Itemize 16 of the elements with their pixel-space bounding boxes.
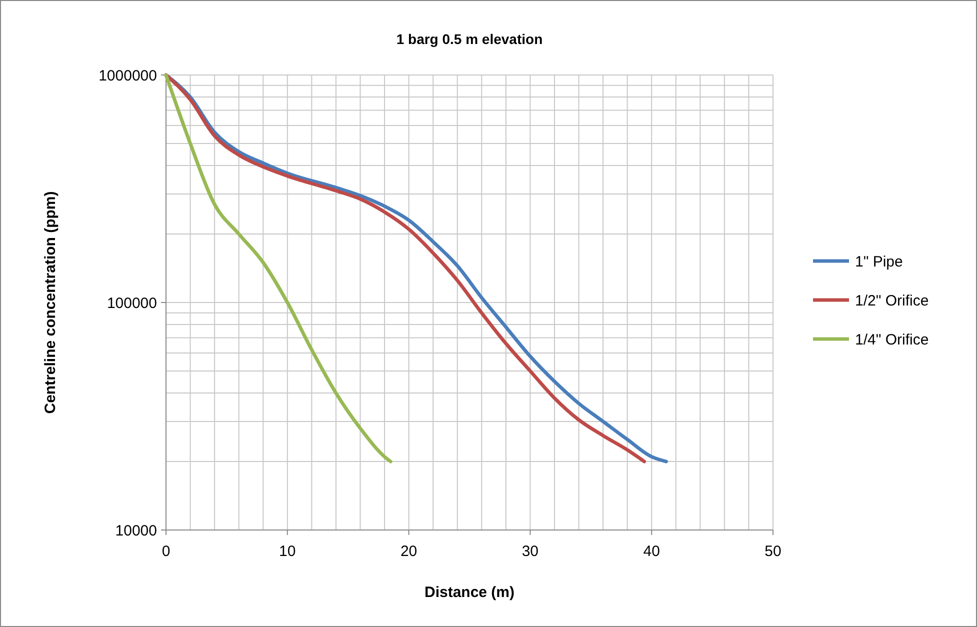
y-tick-label: 1000000 <box>98 67 157 84</box>
x-tick-label: 20 <box>400 543 418 560</box>
chart-title: 1 barg 0.5 m elevation <box>396 31 543 47</box>
x-tick-label: 10 <box>279 543 296 560</box>
x-tick-label: 40 <box>643 543 660 560</box>
x-tick-label: 50 <box>764 543 782 560</box>
y-tick-label: 100000 <box>106 294 157 312</box>
x-tick-label: 30 <box>522 543 539 560</box>
line-series <box>164 73 392 464</box>
y-axis-title: Centreline concentration (ppm) <box>42 191 59 414</box>
y-tick-label: 10000 <box>115 522 157 540</box>
legend-label: 1" Pipe <box>855 253 903 270</box>
legend-label: 1/2" Orifice <box>855 292 929 310</box>
x-tick-label: 0 <box>162 543 170 560</box>
legend-label: 1/4" Orifice <box>855 331 929 348</box>
x-axis-title: Distance (m) <box>424 584 515 601</box>
